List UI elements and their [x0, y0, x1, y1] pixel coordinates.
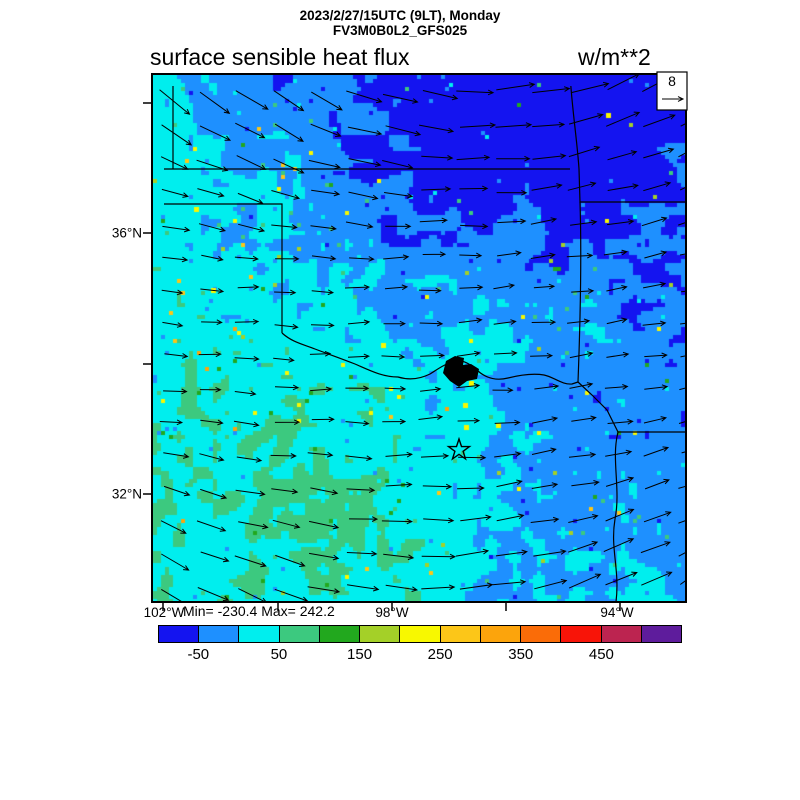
- colorbar-segment: [641, 626, 682, 642]
- wind-ref-value: 8: [668, 73, 676, 89]
- lon-label: 102°W: [143, 605, 185, 620]
- colorbar: [158, 625, 682, 643]
- colorbar-segment: [561, 626, 602, 642]
- minmax-stats: Min= -230.4 Max= 242.2: [183, 603, 335, 619]
- units-label: w/m**2: [578, 44, 651, 70]
- lon-label: 94°W: [600, 605, 634, 620]
- colorbar-segment: [159, 626, 200, 642]
- colorbar-segment: [601, 626, 642, 642]
- colorbar-segment: [199, 626, 240, 642]
- colorbar-segment: [360, 626, 401, 642]
- lon-label: 98°W: [375, 605, 409, 620]
- variable-label: surface sensible heat flux: [150, 44, 410, 70]
- heat-flux-field: [153, 75, 685, 601]
- colorbar-segment: [239, 626, 280, 642]
- colorbar-segment: [319, 626, 361, 642]
- colorbar-tick-label: 250: [427, 646, 453, 663]
- title-block: 2023/2/27/15UTC (9LT), Monday FV3M0B0L2_…: [0, 8, 800, 38]
- colorbar-tick-label: 150: [347, 646, 373, 663]
- colorbar-segment: [400, 626, 441, 642]
- lake-polygon: [443, 356, 479, 387]
- colorbar-segment: [279, 626, 320, 642]
- datetime-title: 2023/2/27/15UTC (9LT), Monday: [299, 8, 501, 23]
- colorbar-segment: [480, 626, 522, 642]
- colorbar-tick-label: 450: [588, 646, 614, 663]
- model-title: FV3M0B0L2_GFS025: [332, 23, 468, 39]
- colorbar-tick-label: 350: [508, 646, 534, 663]
- colorbar-segment: [521, 626, 562, 642]
- state-borders: [164, 86, 686, 603]
- colorbar-tick-label: -50: [187, 646, 210, 663]
- colorbar-segment: [440, 626, 481, 642]
- wind-ref-box: [656, 71, 688, 111]
- map-overlay: 8: [143, 71, 688, 611]
- map-frame: [151, 73, 687, 603]
- lat-label: 36°N: [111, 225, 142, 241]
- colorbar-tick-label: 50: [270, 646, 288, 663]
- wind-vector-layer: [159, 74, 686, 602]
- lat-label: 32°N: [111, 486, 142, 502]
- star-marker: [446, 436, 472, 461]
